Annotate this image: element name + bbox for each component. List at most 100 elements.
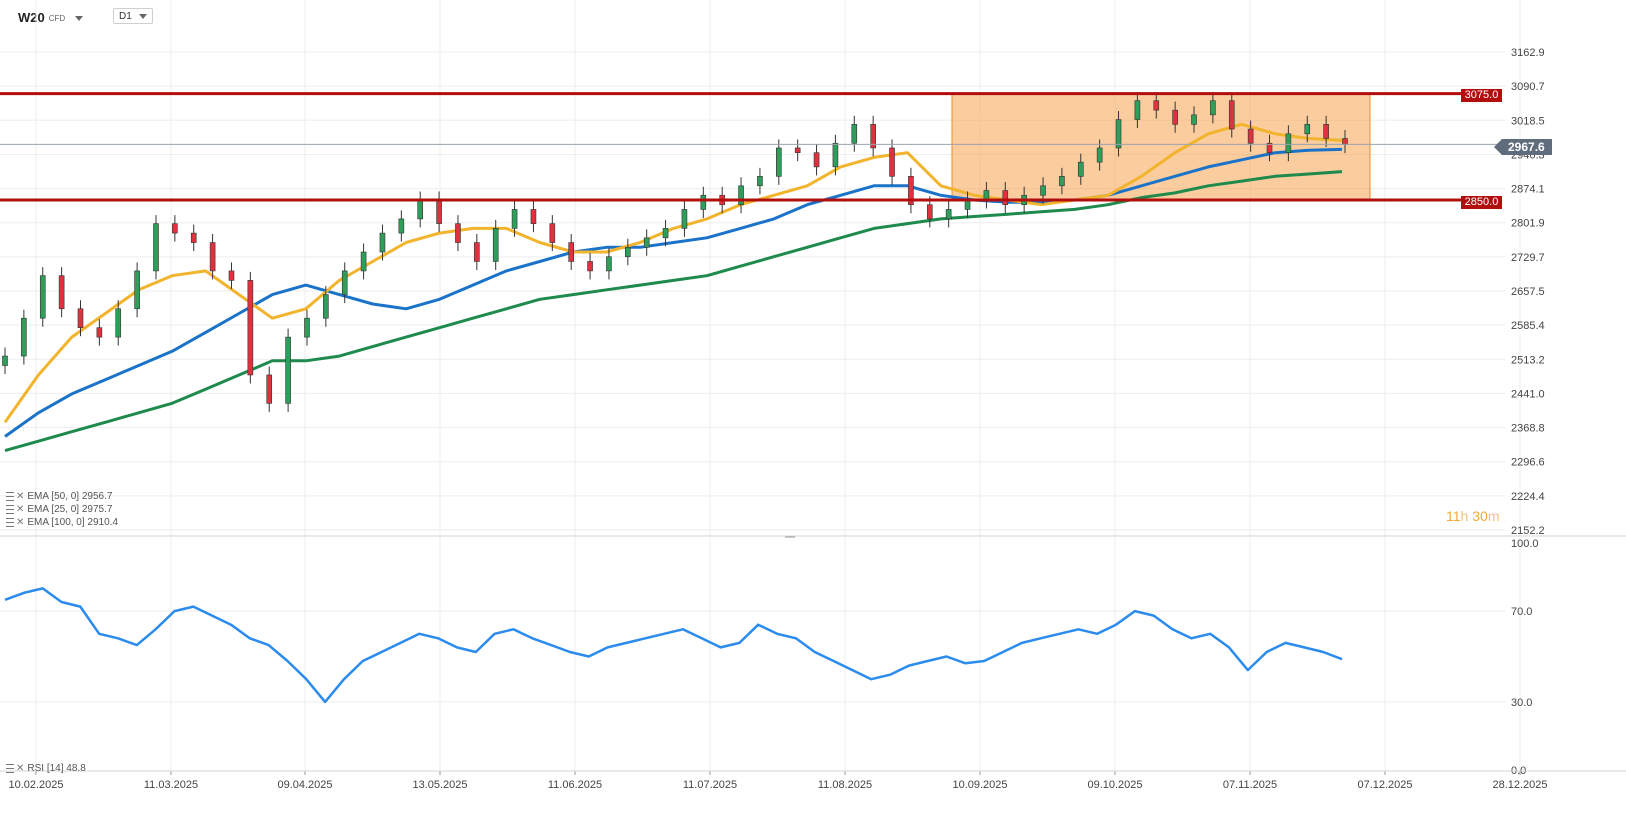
x-tick-label: 10.02.2025 [8,779,63,791]
candle-body [794,147,801,153]
candle-body [134,270,140,310]
legend-label: RSI [14] 48.8 [27,763,86,774]
legend-ema-25[interactable]: ✕ EMA [25, 0] 2975.7 [6,504,112,516]
current-price-tag: 2967.6 [1494,139,1552,155]
ema-25-line [3,122,1343,424]
level-tag-upper: 3075.0 [1461,89,1502,102]
candle-countdown: 11h 30m [1446,508,1500,524]
candle-body [455,223,461,243]
candle-body [39,275,46,319]
candle-body [247,280,254,376]
y-tick-label: 3018.5 [1511,115,1545,127]
candle-body [190,232,197,243]
candle-body [870,124,876,149]
legend-label: EMA [25, 0] 2975.7 [27,504,113,515]
close-icon[interactable]: ✕ [16,763,25,774]
candle-body [266,374,273,404]
y-tick-label: 3162.9 [1511,47,1545,59]
candle-body [21,317,27,357]
x-tick-label: 07.12.2025 [1357,779,1412,791]
candle-body [700,194,707,210]
candle-body [379,232,386,253]
close-icon[interactable]: ✕ [16,517,25,528]
candle-body [1247,128,1254,144]
y-tick-label: 2801.9 [1511,218,1545,230]
candle-body [926,204,933,220]
symbol-name: W20 [18,10,45,25]
y-tick-label: 2874.1 [1511,184,1545,196]
x-tick-label: 09.04.2025 [277,779,332,791]
y-tick-label: 2441.0 [1511,388,1545,400]
candle-body [1002,190,1009,206]
x-tick-label: 07.11.2025 [1223,779,1277,791]
candle-body [323,294,329,319]
x-tick-label: 13.05.2025 [412,779,467,791]
candle-body [360,251,367,272]
close-icon[interactable]: ✕ [16,491,25,502]
candle-body [1266,142,1273,153]
rsi-tick-label: 100.0 [1511,538,1539,550]
candle-body [1342,138,1348,145]
candle-body [1210,100,1216,116]
candle-body [511,209,518,229]
y-tick-label: 2296.6 [1511,457,1545,469]
candle-body [474,242,480,262]
level-tag-lower: 2850.0 [1461,196,1502,209]
candle-body [530,209,537,224]
candle-body [1172,109,1178,125]
symbol-selector[interactable]: W20 CFD [18,10,84,25]
x-tick-label: 09.10.2025 [1087,779,1142,791]
y-tick-label: 2368.8 [1511,423,1545,435]
candle-body [945,209,952,220]
candle-body [1323,124,1329,139]
y-tick-label: 2224.4 [1511,491,1545,503]
candle-body [1115,119,1122,149]
legend-ema-50[interactable]: ✕ EMA [50, 0] 2956.7 [6,491,112,503]
candle-body [304,317,310,338]
candle-body [492,228,499,262]
candle-body [209,242,216,272]
settings-icon[interactable] [6,763,14,773]
chevron-down-icon [139,14,147,19]
settings-icon[interactable] [6,504,14,514]
y-tick-label: 2585.4 [1511,320,1545,332]
symbol-type: CFD [48,14,66,24]
candle-body [1304,124,1311,135]
legend-label: EMA [50, 0] 2956.7 [27,491,113,502]
candle-body [1134,100,1141,120]
candle-body [1059,176,1065,187]
candle-body [889,147,895,177]
legend-ema-100[interactable]: ✕ EMA [100, 0] 2910.4 [6,517,118,529]
x-tick-label: 11.07.2025 [683,779,737,791]
candle-body [568,242,574,262]
legend-label: EMA [100, 0] 2910.4 [27,517,119,528]
settings-icon[interactable] [6,491,14,501]
candle-body [643,237,650,248]
candle-body [681,209,688,229]
close-icon[interactable]: ✕ [16,504,25,515]
candle-body [1040,185,1046,196]
candle-body [436,199,442,224]
candle-body [776,147,782,177]
candle-body [549,223,556,243]
candle-body [662,228,669,239]
x-tick-label: 28.12.2025 [1492,779,1547,791]
y-tick-label: 2513.2 [1511,354,1545,366]
legend-rsi[interactable]: ✕ RSI [14] 48.8 [6,763,86,775]
settings-icon[interactable] [6,517,14,527]
candle-body [738,185,744,206]
candle-body [417,199,424,220]
timeframe-select[interactable]: D1 [113,8,153,24]
x-tick-label: 11.03.2025 [144,779,198,791]
ema-50-line [4,147,1343,438]
rsi-line [4,587,1343,704]
x-tick-label: 11.06.2025 [548,779,602,791]
candle-body [341,270,348,295]
timeframe-value: D1 [119,11,132,22]
ema-100-line [4,170,1343,453]
rsi-tick-label: 30.0 [1511,697,1532,709]
consolidation-zone [951,93,1371,201]
y-tick-label: 2152.2 [1511,525,1545,537]
candle-body [172,223,178,234]
